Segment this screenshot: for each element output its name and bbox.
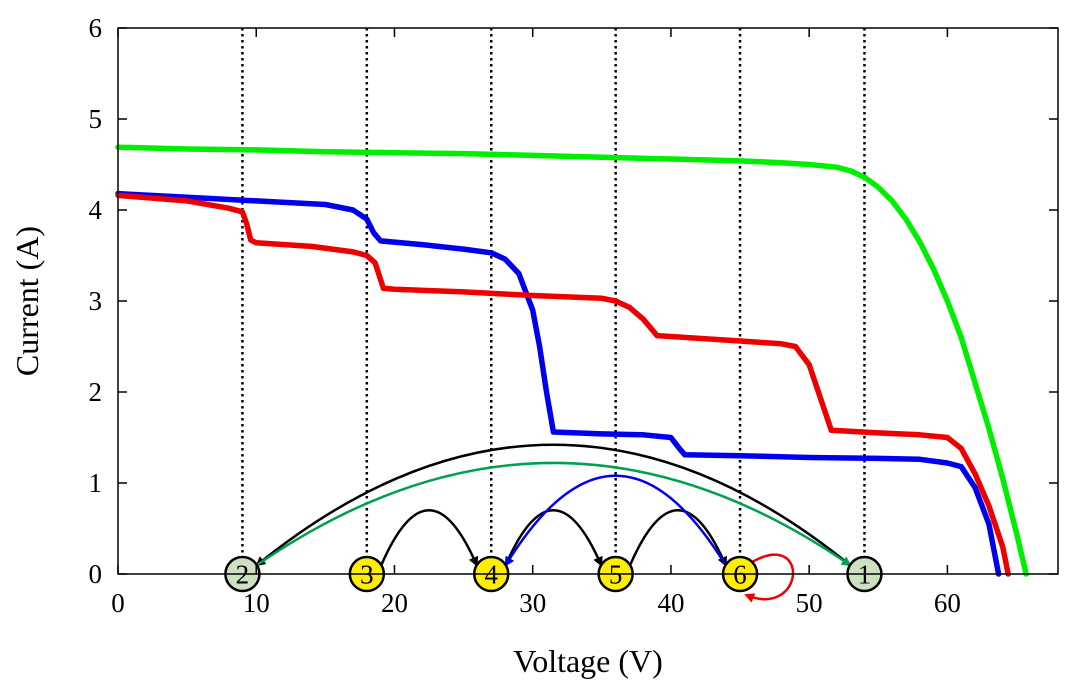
transition-arrow-1-to-2 [255,443,851,567]
node-5: 5 [597,555,634,593]
plot-frame [117,27,1059,575]
transition-arrows [255,443,852,603]
transition-arrow-4-to-5 [504,509,603,567]
y-tick-label: 4 [89,195,103,225]
x-tick-label: 10 [243,588,270,618]
y-tick-label: 1 [89,468,103,498]
transition-arrow-6-to-4 [504,474,727,567]
x-tick-label: 50 [796,588,823,618]
series-curve-1 [115,144,1029,577]
x-tick-label: 40 [657,588,684,618]
transition-arrow-5-to-6 [628,509,727,567]
voltage-marker-lines [241,28,866,574]
transition-arrow-6-to-6 [744,553,795,603]
y-tick-label: 2 [89,377,103,407]
x-tick-label: 0 [111,588,125,618]
transition-arrow-2-to-1 [256,461,852,567]
x-tick-label: 30 [519,588,546,618]
x-tick-label: 20 [381,588,408,618]
x-axis-title: Voltage (V) [513,643,663,679]
y-tick-label: 6 [89,13,103,43]
x-tick-label: 60 [934,588,961,618]
y-tick-label: 3 [89,286,103,316]
axis-ticks: 0 10 20 30 40 50 60 0 1 2 3 4 5 6 [89,13,1058,618]
y-axis-title: Current (A) [9,226,45,376]
y-tick-label: 5 [89,104,103,134]
y-tick-label: 0 [89,559,103,589]
series-curve-3 [115,192,1011,577]
series-curves [115,144,1029,577]
transition-arrow-3-to-4 [380,509,479,567]
series-curve-2 [115,190,1002,577]
